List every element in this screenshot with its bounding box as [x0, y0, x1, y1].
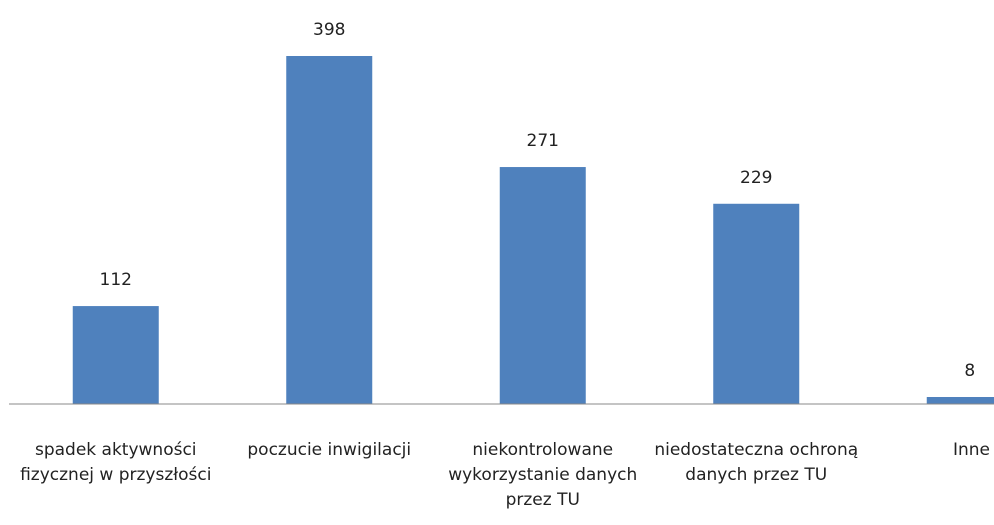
- data-label: 112: [100, 270, 132, 290]
- data-label: 8: [964, 361, 975, 381]
- x-tick-label: poczucie inwigilacji: [247, 440, 412, 460]
- x-tick-label: spadek aktywności fizycznej w przyszłośc…: [20, 440, 212, 485]
- x-tick-label: niedostateczna ochroną danych przez TU: [654, 440, 859, 485]
- bar: [72, 306, 159, 404]
- x-tick-label: Inne: [952, 440, 990, 460]
- x-tick-label: niekontrolowane wykorzystanie danych prz…: [448, 440, 638, 510]
- bar: [926, 397, 994, 404]
- data-label: 271: [527, 131, 559, 151]
- data-label: 229: [740, 168, 772, 188]
- data-label: 398: [313, 20, 345, 40]
- bar: [713, 203, 800, 404]
- bar: [286, 56, 373, 404]
- bar: [499, 167, 586, 404]
